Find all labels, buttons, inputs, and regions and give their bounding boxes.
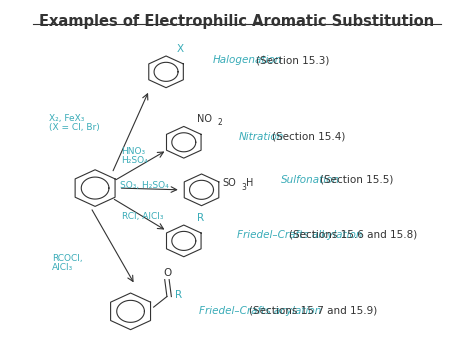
Text: R: R [197, 213, 204, 223]
Text: 2: 2 [218, 118, 222, 127]
Text: SO: SO [223, 179, 237, 189]
Text: NO: NO [197, 114, 212, 124]
Text: HNO₃: HNO₃ [121, 147, 145, 156]
Text: (Section 15.4): (Section 15.4) [272, 132, 345, 142]
Text: Friedel–Crafts alkylation: Friedel–Crafts alkylation [237, 230, 363, 240]
Text: Sulfonation: Sulfonation [282, 175, 340, 185]
Text: (Section 15.3): (Section 15.3) [256, 55, 329, 65]
Text: Halogenation: Halogenation [213, 55, 282, 65]
Text: (Sections 15.7 and 15.9): (Sections 15.7 and 15.9) [249, 306, 377, 316]
Text: RCl, AlCl₃: RCl, AlCl₃ [122, 212, 163, 222]
Text: Nitration: Nitration [239, 132, 284, 142]
Text: 3: 3 [241, 182, 246, 191]
Text: H₂SO₄: H₂SO₄ [121, 156, 147, 165]
Text: O: O [163, 268, 172, 278]
Text: AlCl₃: AlCl₃ [52, 263, 73, 272]
Text: (X = Cl, Br): (X = Cl, Br) [48, 122, 99, 132]
Text: (Section 15.5): (Section 15.5) [320, 175, 393, 185]
Text: X: X [177, 44, 184, 54]
Text: RCOCl,: RCOCl, [52, 254, 82, 263]
Text: Examples of Electrophilic Aromatic Substitution: Examples of Electrophilic Aromatic Subst… [39, 14, 435, 29]
Text: H: H [246, 179, 253, 189]
Text: (Sections 15.6 and 15.8): (Sections 15.6 and 15.8) [289, 230, 417, 240]
Text: X₂, FeX₃: X₂, FeX₃ [48, 114, 84, 123]
Text: Friedel–Crafts acylation: Friedel–Crafts acylation [199, 306, 322, 316]
Text: R: R [175, 290, 182, 300]
Text: SO₃, H₂SO₄: SO₃, H₂SO₄ [120, 181, 169, 190]
